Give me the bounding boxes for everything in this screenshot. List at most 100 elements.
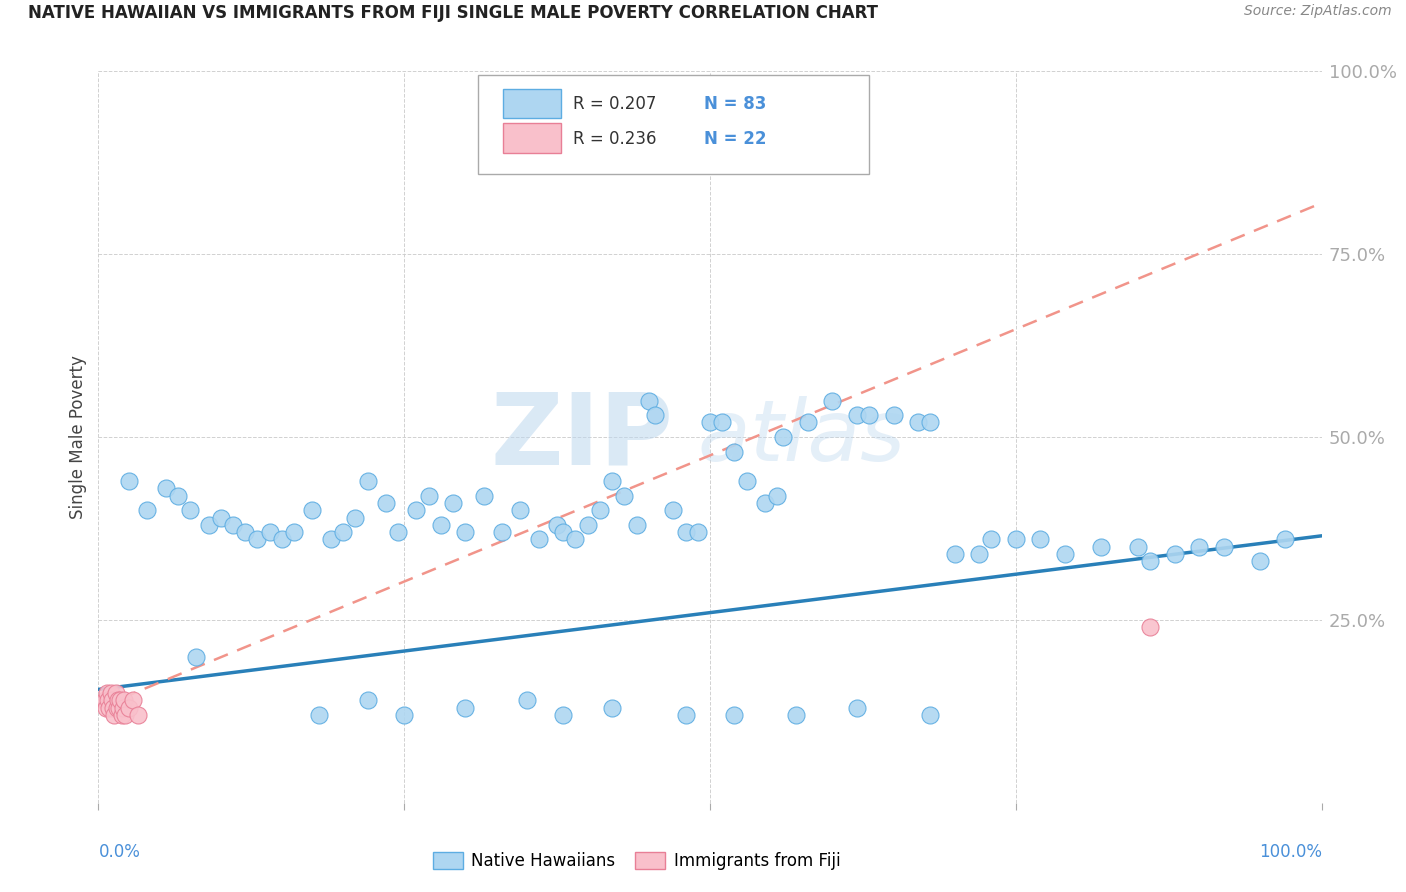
Point bbox=[108, 700, 131, 714]
Point bbox=[626, 517, 648, 532]
Point bbox=[527, 533, 550, 547]
Point bbox=[943, 547, 966, 561]
Point bbox=[564, 533, 586, 547]
Point bbox=[127, 708, 149, 723]
Point bbox=[766, 489, 789, 503]
Point bbox=[553, 525, 575, 540]
Point bbox=[344, 510, 367, 524]
Point bbox=[662, 503, 685, 517]
Text: ZIP: ZIP bbox=[491, 389, 673, 485]
Point bbox=[686, 525, 709, 540]
Point bbox=[723, 444, 745, 458]
Point bbox=[675, 708, 697, 723]
Point bbox=[589, 503, 612, 517]
Point bbox=[96, 686, 118, 700]
Point bbox=[167, 489, 190, 503]
Point bbox=[600, 700, 623, 714]
Point bbox=[920, 708, 942, 723]
Point bbox=[100, 686, 122, 700]
Point bbox=[270, 533, 294, 547]
Point bbox=[387, 525, 409, 540]
Point bbox=[637, 393, 661, 408]
Point bbox=[209, 510, 232, 524]
Point bbox=[491, 525, 513, 540]
Point bbox=[472, 489, 495, 503]
Point bbox=[93, 693, 115, 707]
Text: Source: ZipAtlas.com: Source: ZipAtlas.com bbox=[1244, 4, 1392, 19]
Point bbox=[301, 503, 323, 517]
Point bbox=[845, 408, 868, 422]
Point bbox=[111, 700, 134, 714]
Point bbox=[797, 416, 820, 430]
Text: R = 0.207: R = 0.207 bbox=[574, 95, 657, 113]
Point bbox=[97, 693, 120, 707]
Point bbox=[441, 496, 464, 510]
Point bbox=[1004, 533, 1026, 547]
Point bbox=[754, 496, 776, 510]
Point bbox=[114, 708, 136, 723]
Point bbox=[1139, 554, 1161, 568]
Point bbox=[576, 517, 599, 532]
Point bbox=[907, 416, 929, 430]
Point bbox=[405, 503, 427, 517]
Point bbox=[430, 517, 453, 532]
FancyBboxPatch shape bbox=[503, 89, 561, 118]
Point bbox=[179, 503, 201, 517]
Text: N = 22: N = 22 bbox=[704, 130, 766, 148]
Point bbox=[418, 489, 440, 503]
Point bbox=[883, 408, 905, 422]
Point bbox=[283, 525, 305, 540]
Point bbox=[104, 686, 127, 700]
Point bbox=[155, 481, 177, 495]
Point bbox=[233, 525, 256, 540]
Point bbox=[1249, 554, 1271, 568]
Text: atlas: atlas bbox=[697, 395, 905, 479]
Point bbox=[711, 416, 734, 430]
Point bbox=[920, 416, 942, 430]
Text: R = 0.236: R = 0.236 bbox=[574, 130, 657, 148]
Point bbox=[785, 708, 807, 723]
Point bbox=[1128, 540, 1150, 554]
Point bbox=[509, 503, 531, 517]
Point bbox=[644, 408, 666, 422]
Point bbox=[553, 708, 575, 723]
Point bbox=[246, 533, 269, 547]
Point bbox=[392, 708, 416, 723]
Point bbox=[821, 393, 844, 408]
Point bbox=[600, 474, 623, 488]
Point bbox=[356, 693, 378, 707]
Point bbox=[222, 517, 245, 532]
FancyBboxPatch shape bbox=[478, 75, 869, 174]
Point bbox=[735, 474, 758, 488]
Point bbox=[1139, 620, 1161, 634]
Point bbox=[967, 547, 990, 561]
Point bbox=[107, 693, 129, 707]
Point bbox=[111, 708, 134, 723]
Point bbox=[858, 408, 880, 422]
Point bbox=[723, 708, 745, 723]
Y-axis label: Single Male Poverty: Single Male Poverty bbox=[69, 355, 87, 519]
Point bbox=[1053, 547, 1076, 561]
Point bbox=[110, 693, 132, 707]
Point bbox=[1274, 533, 1296, 547]
Point bbox=[1090, 540, 1112, 554]
Point bbox=[1188, 540, 1211, 554]
Point bbox=[101, 700, 124, 714]
Point bbox=[1212, 540, 1234, 554]
Point bbox=[374, 496, 396, 510]
Point bbox=[546, 517, 568, 532]
Point bbox=[105, 700, 128, 714]
Text: N = 83: N = 83 bbox=[704, 95, 766, 113]
Point bbox=[515, 693, 537, 707]
Point bbox=[319, 533, 342, 547]
Legend: Native Hawaiians, Immigrants from Fiji: Native Hawaiians, Immigrants from Fiji bbox=[425, 844, 849, 879]
Point bbox=[186, 649, 208, 664]
Point bbox=[259, 525, 281, 540]
Point bbox=[121, 693, 143, 707]
FancyBboxPatch shape bbox=[503, 123, 561, 153]
Point bbox=[112, 693, 135, 707]
Point bbox=[980, 533, 1002, 547]
Text: NATIVE HAWAIIAN VS IMMIGRANTS FROM FIJI SINGLE MALE POVERTY CORRELATION CHART: NATIVE HAWAIIAN VS IMMIGRANTS FROM FIJI … bbox=[28, 4, 879, 22]
Point bbox=[197, 517, 219, 532]
Point bbox=[1164, 547, 1187, 561]
